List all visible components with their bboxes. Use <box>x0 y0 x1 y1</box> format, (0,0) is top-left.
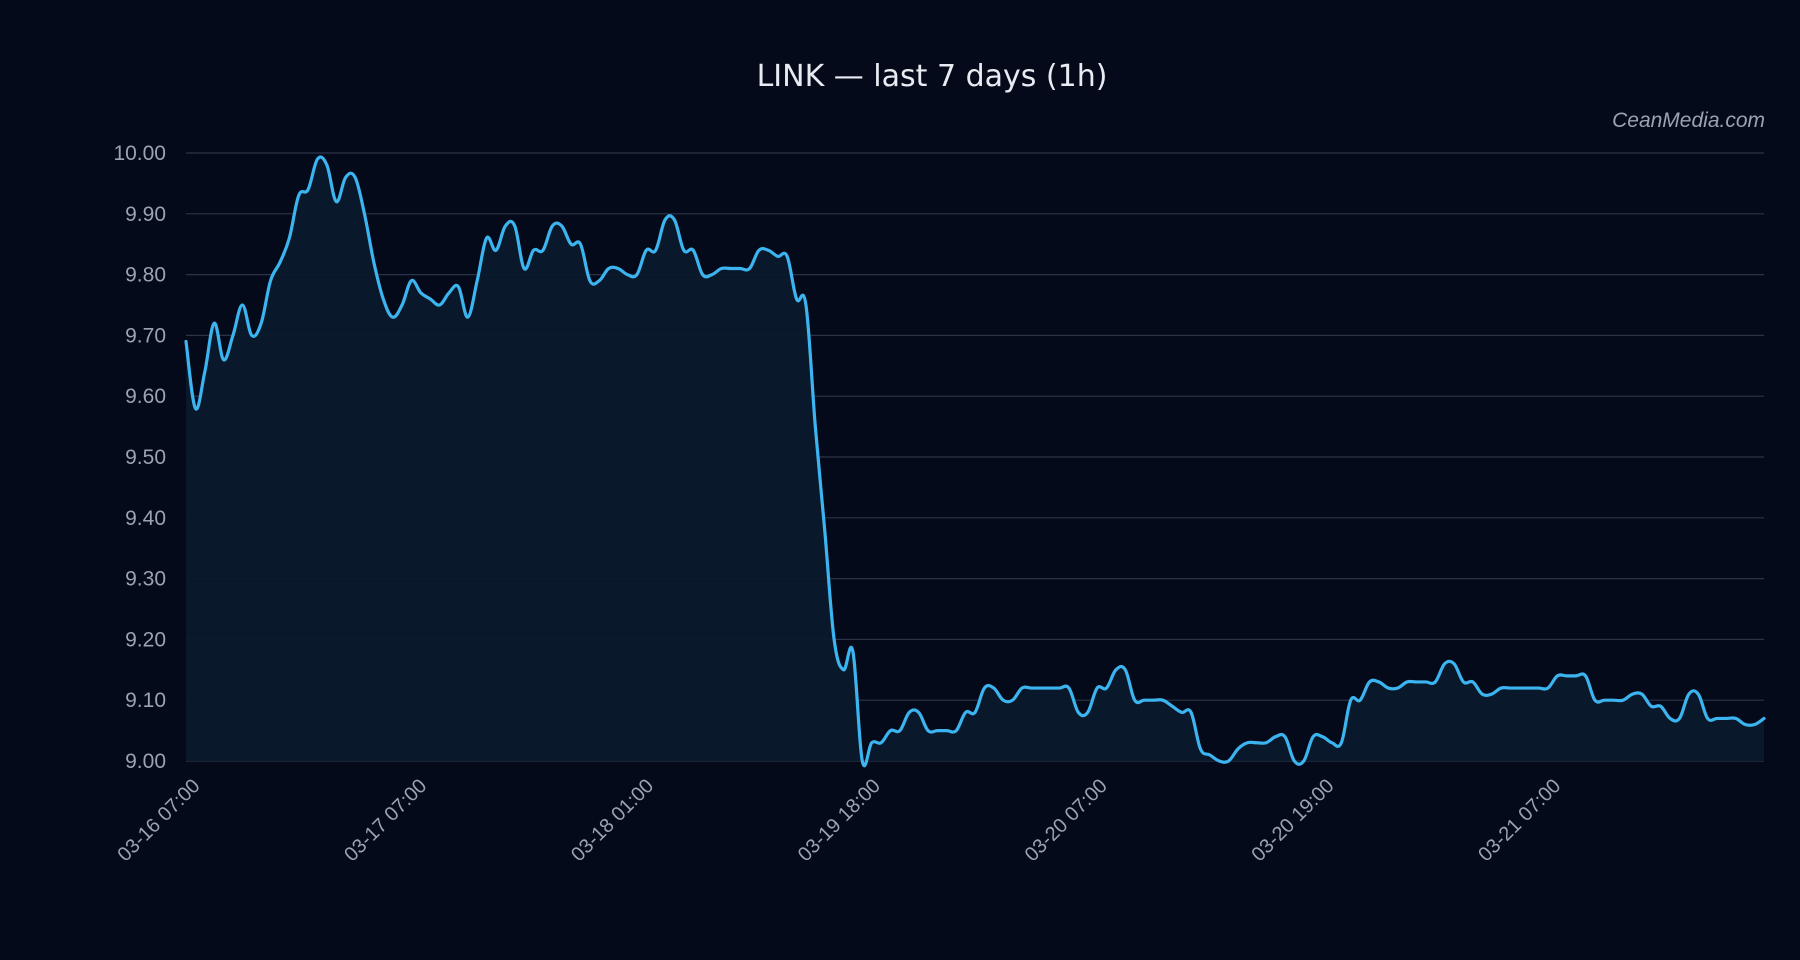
watermark: CeanMedia.com <box>1612 109 1765 132</box>
y-tick-label: 10.00 <box>113 142 166 165</box>
series-line <box>184 155 1766 768</box>
series-area-fill <box>186 157 1764 766</box>
y-tick-label: 9.20 <box>125 628 166 651</box>
x-tick-label: 03-21 07:00 <box>1474 775 1565 866</box>
x-tick-label: 03-16 07:00 <box>113 775 204 866</box>
y-tick-label: 9.40 <box>125 507 166 530</box>
x-tick-label: 03-20 19:00 <box>1247 775 1338 866</box>
y-tick-label: 9.70 <box>125 324 166 347</box>
chart-title: LINK — last 7 days (1h) <box>757 59 1108 94</box>
y-axis-ticks: 10.00 9.90 9.80 9.70 9.60 9.50 9.40 9.30 9.20 9.1… <box>113 142 166 773</box>
x-tick-label: 03-19 18:00 <box>794 775 885 866</box>
y-tick-label: 9.60 <box>125 385 166 408</box>
y-tick-label: 9.50 <box>125 446 166 469</box>
x-axis-ticks: 03-16 07:00 03-17 07:00 03-18 01:00 03-19 1… <box>113 775 1565 866</box>
price-series <box>184 155 1766 768</box>
x-tick-label: 03-17 07:00 <box>340 775 431 866</box>
x-tick-label: 03-18 01:00 <box>567 775 658 866</box>
y-tick-label: 9.80 <box>125 264 166 287</box>
x-tick-label: 03-20 07:00 <box>1021 775 1112 866</box>
y-tick-label: 9.30 <box>125 568 166 591</box>
y-tick-label: 9.00 <box>125 750 166 773</box>
y-tick-label: 9.90 <box>125 203 166 226</box>
y-tick-label: 9.10 <box>125 689 166 712</box>
